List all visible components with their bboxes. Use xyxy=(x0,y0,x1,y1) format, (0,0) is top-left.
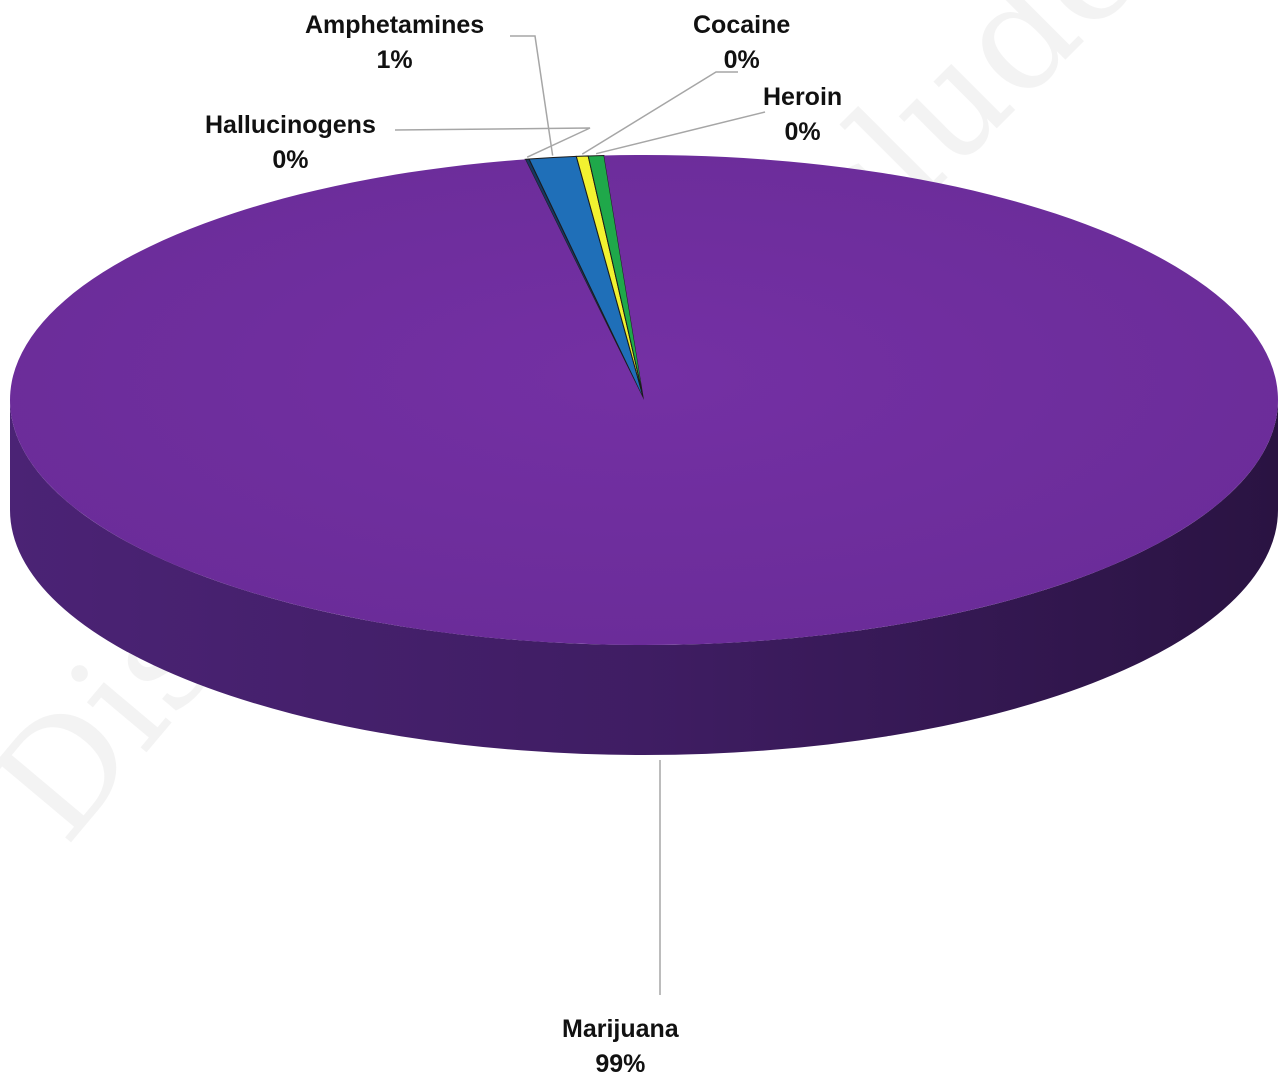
slice-label-heroin: Heroin 0% xyxy=(763,80,842,150)
slice-percent: 0% xyxy=(723,46,760,74)
slice-percent: 0% xyxy=(272,146,309,174)
slice-name: Hallucinogens xyxy=(205,111,376,139)
slice-name: Amphetamines xyxy=(305,11,485,39)
pie-slice-heroin xyxy=(587,154,645,401)
leader-line-cocaine xyxy=(581,71,738,155)
leader-line-heroin xyxy=(595,111,766,155)
slice-percent: 99% xyxy=(595,1050,646,1078)
pie-slice-marijuana xyxy=(10,155,1279,645)
slice-name: Heroin xyxy=(763,83,843,111)
leader-line-amphetamines xyxy=(510,35,554,156)
leader-lines xyxy=(394,35,766,995)
slice-label-amphetamines: Amphetamines 1% xyxy=(305,8,484,78)
pie-slices xyxy=(10,154,1279,645)
slice-label-hallucinogens: Hallucinogens 0% xyxy=(205,108,376,178)
slice-name: Marijuana xyxy=(562,1015,679,1043)
slice-label-cocaine: Cocaine 0% xyxy=(693,8,790,78)
pie-side xyxy=(10,400,1278,755)
slice-name: Cocaine xyxy=(693,11,791,39)
slice-percent: 1% xyxy=(376,46,413,74)
leader-line-hallucinogens xyxy=(394,127,591,158)
slice-percent: 0% xyxy=(784,118,821,146)
pie-side-band xyxy=(10,400,1278,755)
slice-label-marijuana: Marijuana 99% xyxy=(562,1012,679,1082)
